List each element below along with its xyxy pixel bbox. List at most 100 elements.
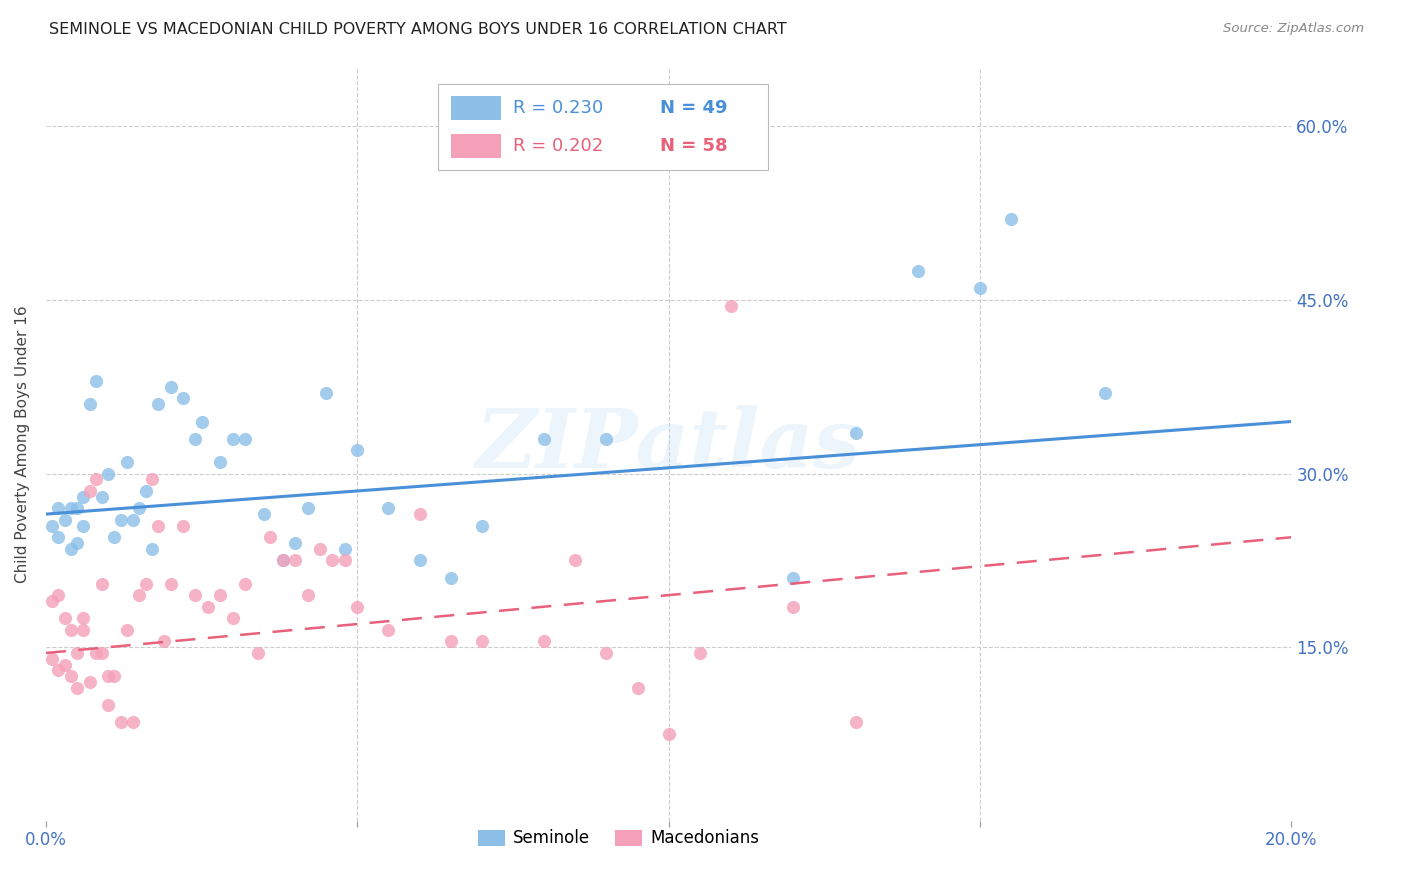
Point <box>471 518 494 533</box>
Point <box>66 501 89 516</box>
Point <box>440 571 463 585</box>
Text: R = 0.202: R = 0.202 <box>513 136 603 155</box>
Point <box>128 501 150 516</box>
Point <box>172 518 194 533</box>
Point <box>141 541 163 556</box>
Text: N = 49: N = 49 <box>659 99 727 117</box>
Point <box>115 455 138 469</box>
Point <box>658 148 681 162</box>
Point <box>197 599 219 614</box>
Point <box>97 669 120 683</box>
Point <box>103 530 125 544</box>
Text: Source: ZipAtlas.com: Source: ZipAtlas.com <box>1223 22 1364 36</box>
Point <box>59 623 82 637</box>
Point <box>48 530 70 544</box>
Point <box>72 611 94 625</box>
Point <box>564 553 586 567</box>
Point <box>122 715 145 730</box>
Point <box>59 669 82 683</box>
FancyBboxPatch shape <box>439 84 768 170</box>
Point <box>84 472 107 486</box>
Point <box>91 576 114 591</box>
Point <box>41 594 63 608</box>
Point <box>110 513 132 527</box>
Point <box>246 646 269 660</box>
Point <box>782 599 804 614</box>
Point <box>222 432 245 446</box>
Point <box>66 681 89 695</box>
Point <box>408 507 430 521</box>
Point <box>79 397 101 411</box>
Point <box>844 715 866 730</box>
Point <box>110 715 132 730</box>
Text: SEMINOLE VS MACEDONIAN CHILD POVERTY AMONG BOYS UNDER 16 CORRELATION CHART: SEMINOLE VS MACEDONIAN CHILD POVERTY AMO… <box>49 22 787 37</box>
Point <box>48 501 70 516</box>
Point <box>209 455 232 469</box>
Point <box>72 490 94 504</box>
Point <box>346 599 368 614</box>
Point <box>297 588 319 602</box>
Bar <box>451 95 501 120</box>
Point <box>159 576 181 591</box>
Point <box>377 501 399 516</box>
Text: R = 0.230: R = 0.230 <box>513 99 603 117</box>
Point <box>41 518 63 533</box>
Point <box>72 623 94 637</box>
Point <box>321 553 343 567</box>
Point <box>782 571 804 585</box>
Point <box>533 432 555 446</box>
Point <box>471 634 494 648</box>
Point <box>533 634 555 648</box>
Point <box>122 513 145 527</box>
Point <box>184 588 207 602</box>
Text: ZIPatlas: ZIPatlas <box>477 405 862 484</box>
Point <box>115 623 138 637</box>
Point <box>153 634 176 648</box>
Point <box>309 541 332 556</box>
Point <box>408 553 430 567</box>
Point <box>84 646 107 660</box>
Point <box>440 634 463 648</box>
Point <box>346 443 368 458</box>
Point <box>844 426 866 441</box>
Point <box>66 536 89 550</box>
Point <box>66 646 89 660</box>
Point <box>284 553 307 567</box>
Point <box>91 646 114 660</box>
Point <box>128 588 150 602</box>
Point <box>907 264 929 278</box>
Point <box>297 501 319 516</box>
Point <box>595 432 617 446</box>
Point <box>689 646 711 660</box>
Bar <box>451 134 501 158</box>
Point <box>97 698 120 712</box>
Y-axis label: Child Poverty Among Boys Under 16: Child Poverty Among Boys Under 16 <box>15 306 30 583</box>
Point <box>48 588 70 602</box>
Point <box>79 483 101 498</box>
Point <box>377 623 399 637</box>
Point <box>53 657 76 672</box>
Point <box>53 513 76 527</box>
Point <box>233 576 256 591</box>
Point <box>271 553 294 567</box>
Point <box>233 432 256 446</box>
Point <box>720 299 742 313</box>
Point <box>969 281 991 295</box>
Point <box>146 518 169 533</box>
Point <box>333 541 356 556</box>
Point <box>159 380 181 394</box>
Point <box>59 501 82 516</box>
Text: N = 58: N = 58 <box>659 136 728 155</box>
Point <box>97 467 120 481</box>
Point <box>315 385 337 400</box>
Point <box>626 681 648 695</box>
Point <box>190 415 212 429</box>
Point <box>1094 385 1116 400</box>
Point <box>135 576 157 591</box>
Legend: Seminole, Macedonians: Seminole, Macedonians <box>471 822 766 854</box>
Point <box>103 669 125 683</box>
Point <box>146 397 169 411</box>
Point <box>271 553 294 567</box>
Point <box>91 490 114 504</box>
Point <box>135 483 157 498</box>
